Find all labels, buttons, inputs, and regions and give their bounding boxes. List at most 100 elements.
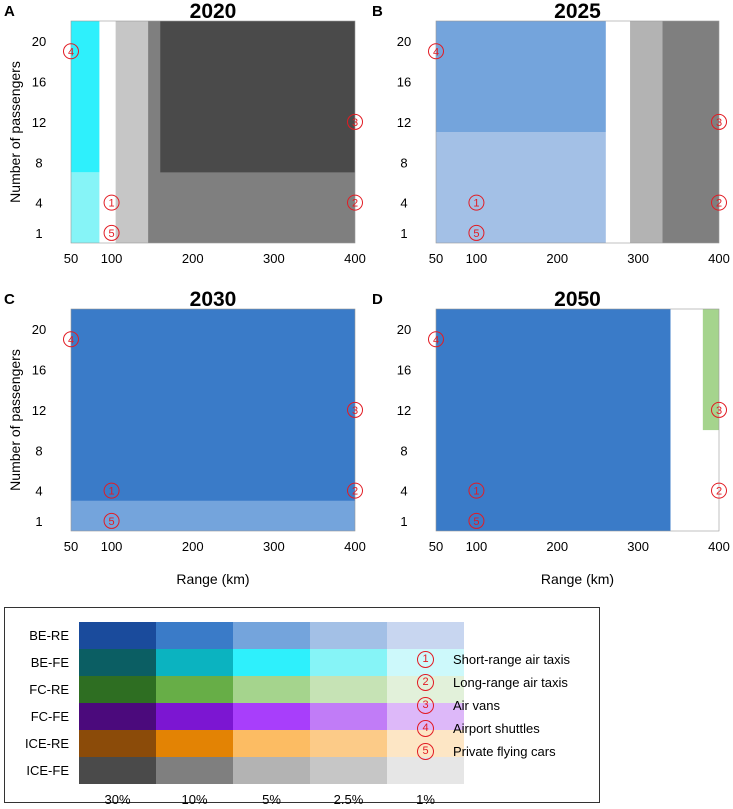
x-axis-label: Range (km)	[541, 571, 614, 587]
mode-number-icon: 4	[417, 720, 434, 737]
mode-label: Private flying cars	[453, 744, 556, 759]
legend-swatch	[79, 730, 156, 757]
plot-frame	[435, 20, 720, 244]
mode-marker-circle	[347, 482, 363, 499]
panel-title: 2020	[190, 0, 237, 23]
panel-title: 2050	[554, 288, 601, 311]
y-axis-label: Number of passengers	[7, 61, 23, 203]
mode-marker-circle	[468, 512, 485, 529]
y-axis-label: Number of passengers	[7, 349, 23, 491]
legend-share-label: 30%	[104, 792, 131, 807]
legend-tech-label: ICE-FE	[26, 763, 69, 778]
mode-marker-label: 4	[433, 46, 439, 58]
legend-swatch	[79, 703, 156, 730]
x-tick-label: 50	[429, 251, 443, 266]
y-tick-label: 8	[400, 443, 407, 458]
mode-marker-label: 4	[68, 334, 74, 346]
y-tick-label: 8	[35, 155, 42, 170]
mode-marker-label: 2	[352, 486, 358, 498]
contour-region-ice-fe	[115, 21, 149, 243]
x-tick-label: 200	[182, 539, 204, 554]
legend-swatch	[310, 649, 387, 676]
y-tick-label: 20	[32, 322, 46, 337]
y-tick-label: 12	[32, 115, 46, 130]
y-tick-label: 12	[397, 115, 411, 130]
legend-swatch	[156, 622, 233, 649]
contour-region-be-re	[436, 132, 606, 243]
plot-area	[71, 309, 355, 531]
mode-label: Long-range air taxis	[453, 675, 568, 690]
contour-region-be-re	[436, 21, 606, 132]
mode-label: Air vans	[453, 698, 500, 713]
x-tick-label: 400	[344, 539, 366, 554]
contour-region-ice-fe	[160, 21, 355, 173]
x-tick-label: 50	[64, 251, 78, 266]
legend-swatch	[310, 703, 387, 730]
mode-marker-circle	[103, 512, 120, 529]
y-tick-label: 4	[35, 484, 42, 499]
legend-swatch	[233, 703, 310, 730]
y-tick-label: 1	[400, 226, 407, 241]
mode-marker-label: 3	[352, 405, 358, 417]
contour-region-be-fe	[71, 21, 100, 173]
panel-letter: B	[372, 3, 383, 20]
contour-region-be-re	[436, 309, 671, 531]
legend-tech-label: BE-RE	[29, 628, 69, 643]
mode-marker-circle	[428, 331, 444, 348]
legend-share-label: 5%	[262, 792, 281, 807]
mode-marker-label: 1	[473, 486, 479, 498]
mode-marker-circle	[711, 113, 727, 130]
legend-swatch	[233, 622, 310, 649]
mode-number-icon: 5	[417, 743, 434, 760]
x-tick-label: 100	[101, 539, 123, 554]
x-tick-label: 400	[344, 251, 366, 266]
x-tick-label: 300	[263, 251, 285, 266]
plot-frame	[70, 20, 356, 244]
y-tick-label: 16	[32, 75, 46, 90]
y-tick-label: 20	[32, 34, 46, 49]
legend-swatch	[233, 757, 310, 784]
mode-marker-circle	[428, 43, 444, 60]
mode-marker-label: 4	[68, 46, 74, 58]
x-tick-label: 400	[708, 251, 730, 266]
mode-marker-circle	[711, 401, 727, 418]
legend-tech-label: FC-RE	[29, 682, 69, 697]
legend-share-label: 2.5%	[333, 792, 364, 807]
contour-region-fc-re	[702, 309, 719, 431]
y-tick-label: 8	[35, 443, 42, 458]
y-tick-label: 12	[32, 403, 46, 418]
y-tick-label: 12	[397, 403, 411, 418]
y-tick-label: 16	[397, 363, 411, 378]
plot-frame	[435, 308, 720, 532]
mode-marker-label: 2	[716, 198, 722, 210]
mode-marker-circle	[347, 194, 363, 211]
legend-swatch	[310, 757, 387, 784]
y-tick-label: 1	[400, 514, 407, 529]
x-tick-label: 100	[466, 539, 488, 554]
x-tick-label: 300	[263, 539, 285, 554]
mode-marker-circle	[103, 194, 120, 211]
legend-tech-label: BE-FE	[30, 655, 69, 670]
mode-marker-label: 3	[716, 405, 722, 417]
legend-swatch	[310, 676, 387, 703]
mode-label: Short-range air taxis	[453, 652, 571, 667]
x-tick-label: 200	[182, 251, 204, 266]
contour-region-ice-fe	[662, 21, 719, 243]
mode-number-icon: 1	[417, 651, 434, 668]
mode-marker-label: 1	[473, 198, 479, 210]
mode-marker-circle	[468, 224, 485, 241]
legend-swatch	[233, 676, 310, 703]
mode-marker-circle	[63, 43, 79, 60]
mode-marker-circle	[347, 113, 363, 130]
x-tick-label: 50	[64, 539, 78, 554]
legend-swatch	[310, 622, 387, 649]
mode-marker-label: 5	[473, 516, 479, 528]
mode-marker-circle	[103, 224, 120, 241]
panel-letter: A	[4, 3, 15, 20]
mode-marker-label: 5	[473, 228, 479, 240]
legend-tech-label: ICE-RE	[24, 736, 69, 751]
